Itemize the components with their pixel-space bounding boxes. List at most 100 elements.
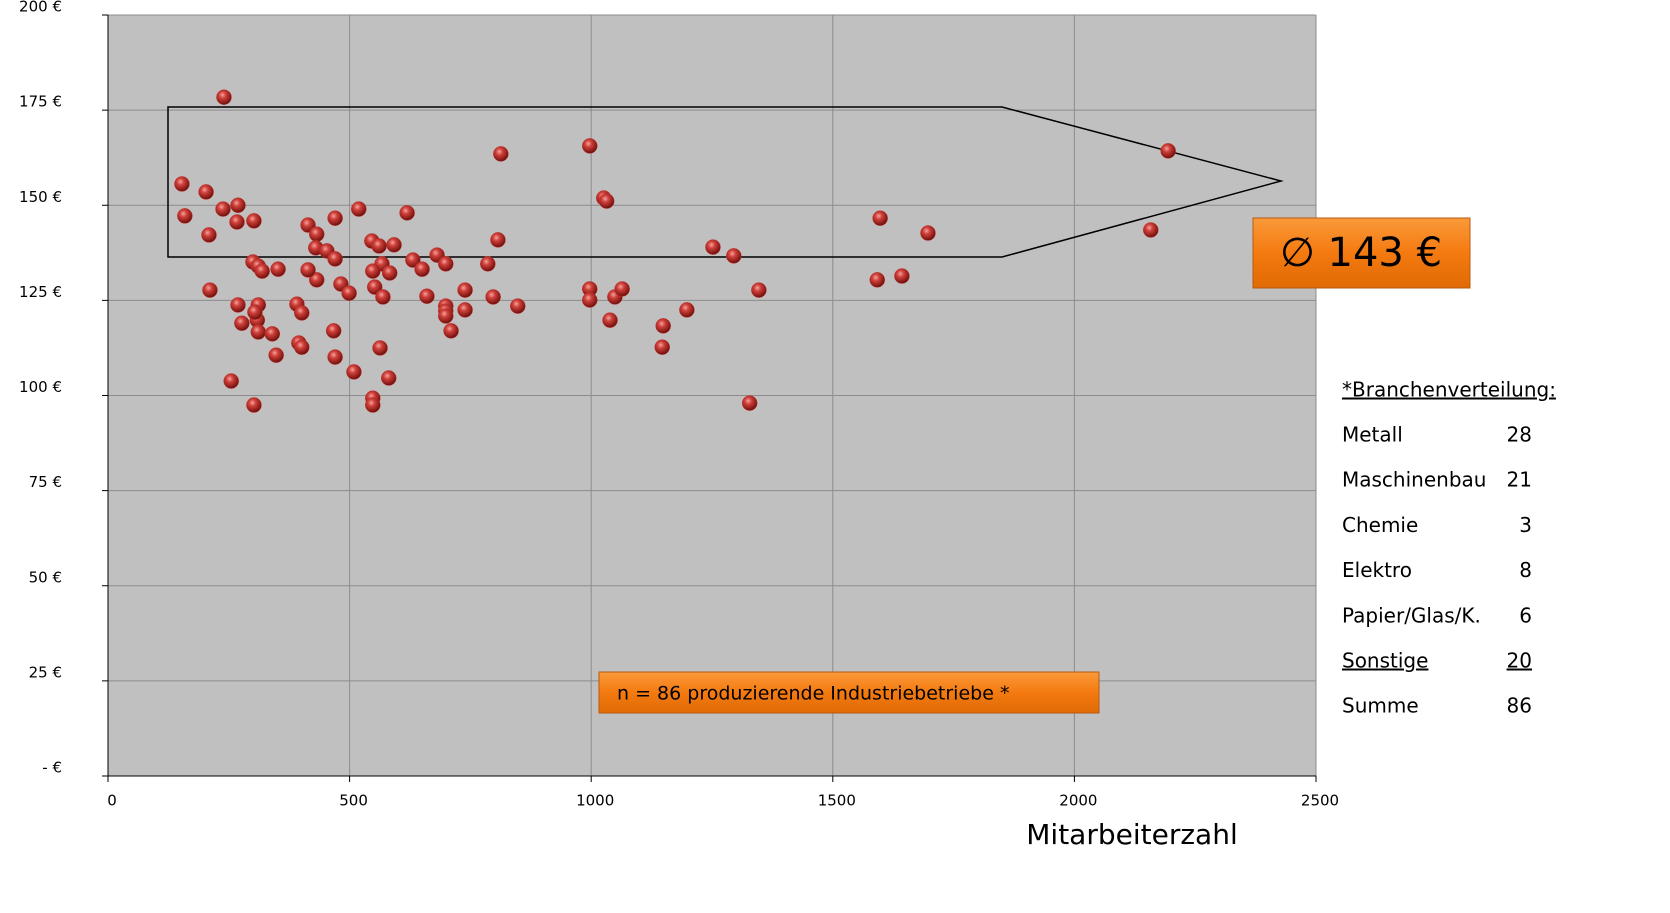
y-tick-label: 75 €	[29, 473, 62, 491]
table-count: 3	[1519, 513, 1532, 537]
table-label: Elektro	[1342, 558, 1412, 582]
data-point	[598, 193, 615, 209]
table-label: Maschinenbau	[1342, 468, 1486, 492]
x-tick-label: 500	[339, 792, 368, 810]
data-point	[1142, 222, 1159, 238]
data-point	[177, 208, 193, 224]
y-tick-label: 175 €	[19, 93, 62, 111]
data-point	[174, 176, 190, 192]
data-point	[457, 302, 473, 318]
data-point	[438, 308, 454, 324]
data-point	[201, 227, 217, 243]
data-point	[234, 315, 250, 331]
sample-label: n = 86 produzierende Industriebetriebe *	[617, 683, 1009, 705]
data-point	[414, 261, 430, 277]
data-point	[493, 146, 509, 162]
table-label: Papier/Glas/K.	[1342, 603, 1481, 627]
data-point	[229, 214, 245, 230]
table-label: Chemie	[1342, 513, 1418, 537]
data-point	[582, 292, 598, 308]
y-tick-label: 125 €	[19, 283, 62, 301]
table-title: *Branchenverteilung:	[1342, 378, 1556, 402]
data-point	[751, 282, 767, 298]
x-tick-label: 1500	[818, 792, 856, 810]
data-point	[372, 340, 388, 356]
data-point	[215, 201, 231, 217]
table-count: 86	[1507, 694, 1532, 718]
data-point	[327, 210, 343, 226]
data-point	[399, 205, 415, 221]
data-point	[480, 256, 496, 272]
data-point	[485, 289, 501, 305]
y-tick-label: 200 €	[19, 0, 62, 16]
data-point	[894, 268, 910, 284]
data-point	[725, 248, 742, 264]
data-point	[705, 239, 721, 255]
data-point	[381, 265, 398, 281]
data-point	[419, 288, 435, 304]
data-point	[246, 397, 262, 413]
y-tick-label: 25 €	[29, 663, 62, 681]
data-point	[380, 370, 397, 386]
data-point	[351, 201, 367, 217]
data-point	[654, 339, 670, 355]
table-label: Summe	[1342, 694, 1419, 718]
data-point	[869, 272, 886, 288]
data-point	[198, 184, 214, 200]
data-point	[202, 282, 218, 298]
table-count: 20	[1507, 649, 1532, 673]
sample-box	[598, 671, 1100, 714]
mean-label: ∅ 143 €	[1280, 230, 1442, 276]
y-tick-label: - €	[42, 759, 62, 777]
data-point	[346, 364, 362, 380]
data-point	[246, 213, 262, 229]
data-point	[300, 262, 316, 278]
data-point	[308, 226, 325, 242]
data-point	[438, 256, 454, 272]
x-tick-label: 1000	[576, 792, 614, 810]
data-point	[327, 251, 343, 267]
data-point	[582, 138, 598, 154]
data-point	[294, 305, 310, 321]
x-axis-label: Mitarbeiterzahl	[1026, 818, 1237, 851]
data-point	[325, 323, 342, 339]
data-point	[247, 304, 263, 320]
data-point	[254, 263, 270, 279]
data-point	[490, 232, 506, 248]
y-tick-label: 100 €	[19, 378, 62, 396]
data-point	[375, 289, 391, 305]
table-label: Sonstige	[1342, 649, 1428, 673]
data-point	[510, 298, 526, 314]
data-point	[872, 210, 888, 226]
data-point	[216, 89, 232, 105]
data-point	[741, 395, 758, 411]
data-point	[341, 285, 357, 301]
arrow-shape	[167, 106, 1284, 258]
data-point	[270, 261, 286, 277]
x-tick-label: 2500	[1301, 792, 1339, 810]
data-point	[443, 323, 459, 339]
data-point	[386, 237, 402, 253]
x-tick-label: 2000	[1059, 792, 1097, 810]
data-point	[308, 272, 325, 288]
data-point	[327, 349, 343, 365]
data-point	[365, 397, 381, 413]
y-tick-label: 150 €	[19, 188, 62, 206]
table-count: 21	[1507, 468, 1532, 492]
data-point	[230, 297, 246, 313]
mean-box	[1252, 217, 1471, 289]
data-point	[294, 339, 310, 355]
table-label: Metall	[1342, 423, 1403, 447]
data-point	[371, 238, 387, 254]
data-point	[264, 326, 281, 342]
y-tick-label: 50 €	[29, 568, 62, 586]
data-point	[457, 282, 473, 298]
data-point	[614, 281, 630, 297]
data-point	[1160, 143, 1176, 159]
table-count: 6	[1519, 603, 1532, 627]
data-point	[250, 324, 267, 340]
table-count: 28	[1507, 423, 1532, 447]
data-point	[655, 318, 671, 334]
data-point	[223, 373, 239, 389]
